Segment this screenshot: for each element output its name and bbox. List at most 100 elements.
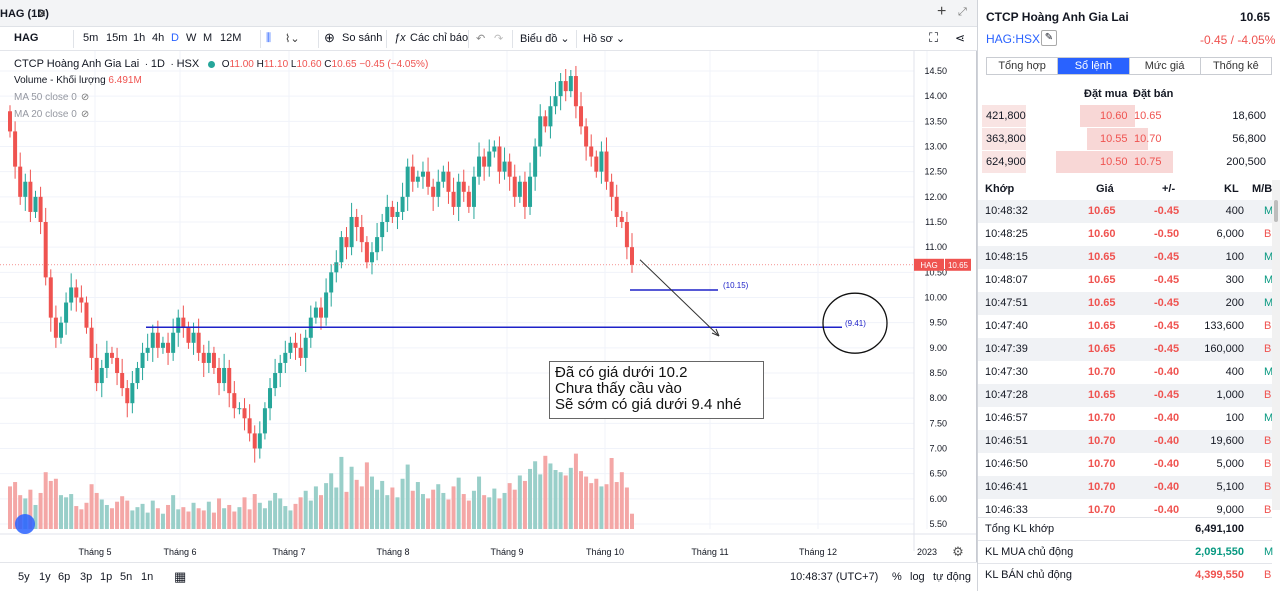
interval-12m[interactable]: 12M — [220, 32, 242, 44]
tab-thong-ke[interactable]: Thống kê — [1212, 60, 1259, 72]
interval-w[interactable]: W — [186, 32, 197, 44]
range-6p[interactable]: 6p — [58, 571, 71, 583]
low-value: 10.60 — [296, 59, 322, 70]
divider — [512, 30, 513, 48]
trade-row[interactable]: 10:48:15 10.65 -0.45 100 M — [978, 246, 1273, 269]
candle-body — [115, 357, 120, 373]
panel-symbol[interactable]: HAG:HSX — [986, 32, 1041, 46]
trade-row[interactable]: 10:47:30 10.70 -0.40 400 M — [978, 361, 1273, 384]
redo-icon[interactable]: ↷ — [494, 33, 504, 45]
trade-row[interactable]: 10:46:57 10.70 -0.40 100 M — [978, 407, 1273, 430]
calendar-icon[interactable]: ▦ — [174, 569, 187, 584]
profile-menu[interactable]: Hồ sơ ⌄ — [583, 32, 625, 45]
hidden-eye-icon[interactable]: ⊘ — [80, 92, 90, 103]
log-toggle[interactable]: log — [910, 571, 925, 583]
open-label: O — [221, 59, 230, 70]
expand-icon[interactable]: ⤢ — [958, 6, 967, 18]
range-1y[interactable]: 1y — [39, 571, 51, 583]
candle-body — [364, 242, 369, 263]
range-5n[interactable]: 5n — [120, 571, 133, 583]
ma20-label: MA 20 close 0 — [14, 109, 77, 120]
range-5y[interactable]: 5y — [18, 571, 30, 583]
high-value: 11.10 — [263, 59, 289, 70]
candle-body — [84, 302, 89, 328]
trade-row[interactable]: 10:48:32 10.65 -0.45 400 M — [978, 200, 1273, 223]
edit-icon[interactable]: ✎ — [1041, 30, 1057, 46]
orderbook-row[interactable]: 421,800 10.60 10.65 18,600 — [982, 105, 1272, 127]
candle-body — [563, 81, 568, 92]
trade-row[interactable]: 10:48:25 10.60 -0.50 6,000 B — [978, 223, 1272, 246]
volume-bar — [461, 494, 466, 529]
chevron-down-icon: ⌄ — [560, 33, 570, 45]
legend-ma50[interactable]: MA 50 close 0 ⊘ — [14, 92, 428, 109]
tab-so-lenh[interactable]: Sổ lệnh — [1058, 58, 1130, 74]
indicators-icon[interactable]: ƒx — [394, 32, 406, 44]
trade-volume: 100 — [1225, 251, 1244, 263]
volume-bar — [369, 476, 374, 529]
share-icon[interactable]: ⋖ — [955, 31, 966, 45]
candle-body — [268, 388, 273, 409]
interval-15m[interactable]: 15m — [106, 32, 128, 44]
fullscreen-icon[interactable]: ⛶ — [929, 30, 939, 45]
candle-body — [456, 181, 461, 207]
line-style-icon[interactable]: ⌇⌄ — [285, 33, 300, 45]
volume-bar — [191, 502, 196, 529]
volume-bar — [288, 510, 293, 529]
trade-row[interactable]: 10:47:51 10.65 -0.45 200 M — [978, 292, 1274, 315]
trade-time: 10:46:57 — [985, 412, 1028, 424]
candle-body — [385, 206, 390, 222]
tradingview-logo-icon — [15, 514, 35, 534]
interval-m[interactable]: M — [203, 32, 213, 44]
legend-ma20[interactable]: MA 20 close 0 ⊘ — [14, 109, 428, 126]
orderbook-row[interactable]: 363,800 10.55 10.70 56,800 — [982, 128, 1272, 150]
volume-bar — [599, 486, 604, 529]
clock-time[interactable]: 10:48:37 (UTC+7) — [790, 571, 879, 583]
trade-row[interactable]: 10:46:33 10.70 -0.40 9,000 B — [978, 499, 1272, 522]
trade-row[interactable]: 10:48:07 10.65 -0.45 300 M — [978, 269, 1273, 292]
trade-row[interactable]: 10:46:41 10.70 -0.40 5,100 B — [978, 476, 1272, 499]
interval-4h[interactable]: 4h — [152, 32, 165, 44]
compare-button[interactable]: So sánh — [342, 32, 383, 44]
range-3p[interactable]: 3p — [80, 571, 93, 583]
volume-bar — [135, 507, 140, 529]
symbol-search[interactable]: HAG — [14, 32, 39, 44]
tab-muc-gia[interactable]: Mức giá — [1130, 58, 1201, 74]
volume-bar — [533, 461, 538, 529]
price-tick-label: 13.50 — [924, 116, 947, 126]
candle-body — [130, 383, 135, 404]
annotation-note[interactable]: Đã có giá dưới 10.2 Chưa thấy cầu vào Sẽ… — [549, 361, 764, 419]
range-1p[interactable]: 1p — [100, 571, 113, 583]
undo-icon[interactable]: ↶ — [476, 33, 486, 45]
range-1n[interactable]: 1n — [141, 571, 154, 583]
interval-1h[interactable]: 1h — [133, 32, 146, 44]
interval-5m[interactable]: 5m — [83, 32, 99, 44]
price-chart[interactable]: 14.50 14.00 13.50 13.00 12.50 12.00 11.50 11.00… — [0, 51, 976, 562]
chart-menu[interactable]: Biểu đồ ⌄ — [520, 32, 570, 45]
interval-d[interactable]: D — [171, 32, 179, 44]
trade-row[interactable]: 10:47:39 10.65 -0.45 160,000 B — [978, 338, 1272, 361]
close-icon[interactable]: × — [38, 5, 47, 21]
volume-bar — [109, 508, 114, 529]
hidden-eye-icon[interactable]: ⊘ — [80, 109, 90, 120]
add-icon[interactable]: + — [937, 3, 947, 20]
volume-bar — [426, 498, 431, 529]
settings-icon[interactable]: ⚙ — [952, 545, 964, 560]
trade-row[interactable]: 10:46:50 10.70 -0.40 5,000 B — [978, 453, 1272, 476]
trade-row[interactable]: 10:46:51 10.70 -0.40 19,600 B — [978, 430, 1272, 453]
orderbook-row[interactable]: 624,900 10.50 10.75 200,500 — [982, 151, 1272, 173]
trade-row[interactable]: 10:47:40 10.65 -0.45 133,600 B — [978, 315, 1272, 338]
tab-tong-hop[interactable]: Tổng hợp — [987, 58, 1059, 74]
compare-icon[interactable]: ⊕ — [324, 30, 335, 45]
price-tick-label: 11.50 — [925, 217, 947, 227]
auto-toggle[interactable]: tự động — [933, 571, 971, 583]
percent-toggle[interactable]: % — [892, 571, 902, 583]
trades-scrollbar[interactable] — [1272, 180, 1280, 510]
scrollbar-thumb[interactable] — [1274, 200, 1278, 222]
trade-side: M — [1264, 297, 1274, 309]
indicators-button[interactable]: Các chỉ báo — [410, 32, 469, 44]
support-label-b: (9.41) — [845, 319, 866, 328]
trade-row[interactable]: 10:47:28 10.65 -0.45 1,000 B — [978, 384, 1272, 407]
last-price-symbol: HAG — [920, 261, 937, 270]
volume-bar — [558, 472, 563, 529]
candle-style-icon[interactable]: ⫼ — [266, 32, 272, 44]
